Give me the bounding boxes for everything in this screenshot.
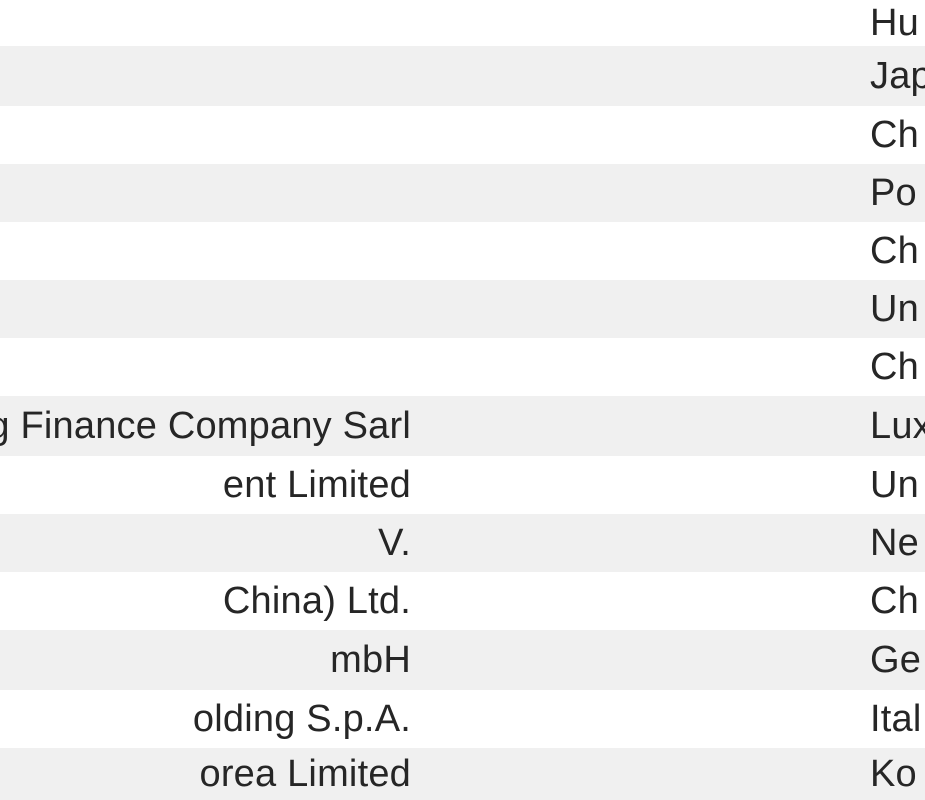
- country-cell: Ch: [870, 113, 919, 156]
- table-row: Ch: [0, 222, 925, 280]
- country-cell: Ch: [870, 579, 919, 622]
- company-name: olding S.p.A.: [192, 697, 411, 740]
- country-cell: Ital: [870, 697, 922, 740]
- country-cell: Jap: [870, 54, 925, 97]
- table-row: Un: [0, 280, 925, 338]
- country-cell: Ge: [870, 638, 922, 681]
- table-row: Jap: [0, 46, 925, 106]
- country-cell: Ne: [870, 521, 919, 564]
- country-cell: Un: [870, 463, 919, 506]
- company-name: orea Limited: [199, 752, 411, 795]
- table-row: Po: [0, 164, 925, 222]
- table-row: Ch: [0, 106, 925, 164]
- country-cell: Hu: [870, 1, 919, 44]
- table-row: ent Limited Un: [0, 456, 925, 514]
- country-cell: Ko: [870, 752, 917, 795]
- company-name-cell: olding S.p.A.: [0, 690, 850, 748]
- company-name-cell: [0, 164, 850, 222]
- company-name-cell: rg Finance Company Sarl: [0, 396, 850, 456]
- country-cell: Un: [870, 287, 919, 330]
- company-name-cell: [0, 106, 850, 164]
- company-name-cell: [0, 46, 850, 106]
- company-name-cell: [0, 0, 850, 46]
- company-name: rg Finance Company Sarl: [0, 404, 411, 447]
- company-name-cell: [0, 338, 850, 396]
- company-name: ent Limited: [222, 463, 411, 506]
- company-name-cell: ent Limited: [0, 456, 850, 514]
- company-name-cell: orea Limited: [0, 748, 850, 800]
- table-row: V. Ne: [0, 514, 925, 572]
- company-name-cell: mbH: [0, 630, 850, 690]
- table-row: orea Limited Ko: [0, 748, 925, 800]
- company-name-cell: China) Ltd.: [0, 572, 850, 630]
- company-name: mbH: [330, 638, 411, 681]
- table-row: Ch: [0, 338, 925, 396]
- company-name-cell: [0, 222, 850, 280]
- country-cell: Po: [870, 171, 917, 214]
- country-cell: Lux: [870, 404, 925, 447]
- company-name-cell: V.: [0, 514, 850, 572]
- company-name: China) Ltd.: [222, 579, 411, 622]
- company-name: V.: [378, 521, 411, 564]
- table-row: olding S.p.A. Ital: [0, 690, 925, 748]
- country-cell: Ch: [870, 229, 919, 272]
- country-cell: Ch: [870, 345, 919, 388]
- table-row: China) Ltd. Ch: [0, 572, 925, 630]
- table-row: rg Finance Company Sarl Lux: [0, 396, 925, 456]
- table-row: mbH Ge: [0, 630, 925, 690]
- table-row: Hu: [0, 0, 925, 46]
- company-name-cell: [0, 280, 850, 338]
